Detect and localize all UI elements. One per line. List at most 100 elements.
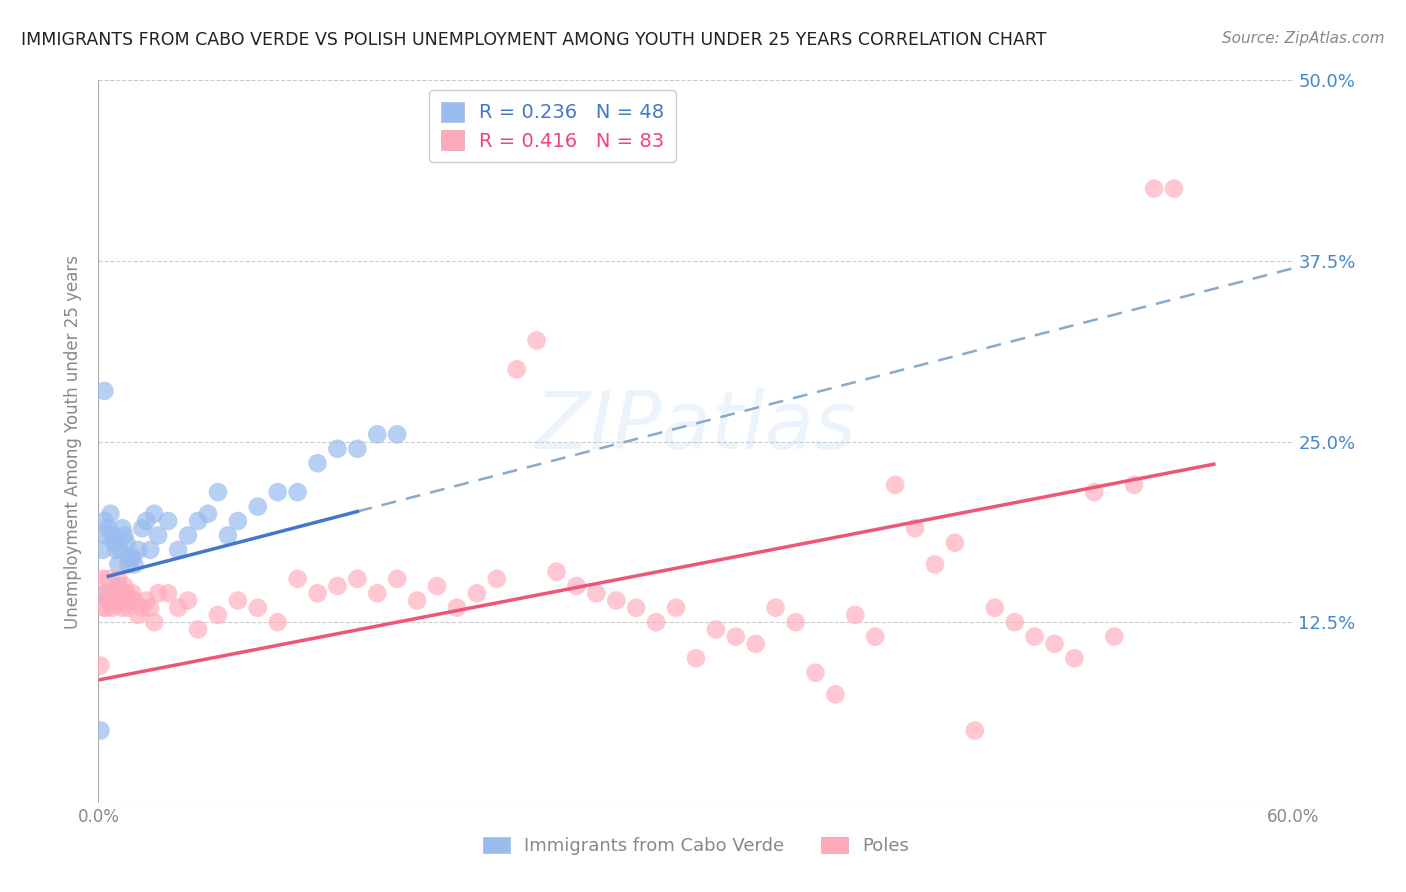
Point <box>385 572 409 586</box>
Point <box>91 572 114 586</box>
Point <box>101 528 124 542</box>
Point <box>101 586 124 600</box>
Point <box>148 528 170 542</box>
Point <box>187 623 209 637</box>
Point <box>167 542 190 557</box>
Point <box>143 507 166 521</box>
Point <box>226 593 249 607</box>
Point <box>91 542 114 557</box>
Point <box>267 485 290 500</box>
Text: Source: ZipAtlas.com: Source: ZipAtlas.com <box>1222 31 1385 46</box>
Point <box>93 384 115 398</box>
Point <box>984 600 1007 615</box>
Point <box>385 427 409 442</box>
Point <box>148 586 170 600</box>
Point <box>127 607 149 622</box>
Point <box>98 586 122 600</box>
Point <box>115 535 138 549</box>
Point <box>117 558 139 572</box>
Point <box>103 593 125 607</box>
Point <box>506 362 529 376</box>
Point <box>131 521 153 535</box>
Point <box>465 586 488 600</box>
Point <box>111 521 134 535</box>
Point <box>107 579 129 593</box>
Point <box>865 630 887 644</box>
Point <box>103 535 125 549</box>
Point <box>704 623 727 637</box>
Point <box>217 528 239 542</box>
Point <box>98 593 122 607</box>
Point <box>963 723 986 738</box>
Point <box>89 723 111 738</box>
Point <box>131 600 153 615</box>
Point <box>139 600 162 615</box>
Point <box>307 456 329 470</box>
Point <box>267 615 290 630</box>
Point <box>98 593 122 607</box>
Point <box>1163 182 1185 196</box>
Point <box>1004 615 1026 630</box>
Point <box>89 658 111 673</box>
Point <box>207 607 229 622</box>
Point <box>103 593 125 607</box>
Point <box>135 593 157 607</box>
Point <box>665 600 688 615</box>
Point <box>246 600 269 615</box>
Point <box>111 600 134 615</box>
Point <box>98 507 122 521</box>
Point <box>585 586 607 600</box>
Point <box>605 593 627 607</box>
Point <box>139 542 162 557</box>
Point <box>101 600 124 615</box>
Point <box>177 528 200 542</box>
Point <box>1143 182 1166 196</box>
Point <box>685 651 707 665</box>
Point <box>157 514 180 528</box>
Point <box>924 558 946 572</box>
Point <box>127 542 149 557</box>
Point <box>307 586 329 600</box>
Point <box>177 593 200 607</box>
Point <box>96 586 118 600</box>
Point <box>115 586 138 600</box>
Point <box>187 514 209 528</box>
Point <box>107 558 129 572</box>
Point <box>112 528 135 542</box>
Point <box>526 334 548 348</box>
Point <box>207 485 229 500</box>
Point <box>97 521 120 535</box>
Point <box>103 586 125 600</box>
Point <box>346 442 368 456</box>
Point <box>111 586 134 600</box>
Y-axis label: Unemployment Among Youth under 25 years: Unemployment Among Youth under 25 years <box>65 254 83 629</box>
Point <box>724 630 747 644</box>
Point <box>124 558 146 572</box>
Point <box>904 521 927 535</box>
Point <box>326 579 349 593</box>
Point <box>117 600 139 615</box>
Point <box>246 500 269 514</box>
Point <box>565 579 588 593</box>
Point <box>844 607 866 622</box>
Point <box>943 535 966 549</box>
Point <box>824 687 846 701</box>
Point <box>884 478 907 492</box>
Point <box>1104 630 1126 644</box>
Point <box>97 572 120 586</box>
Point <box>112 579 135 593</box>
Point <box>120 593 142 607</box>
Text: IMMIGRANTS FROM CABO VERDE VS POLISH UNEMPLOYMENT AMONG YOUTH UNDER 25 YEARS COR: IMMIGRANTS FROM CABO VERDE VS POLISH UNE… <box>21 31 1046 49</box>
Point <box>96 586 118 600</box>
Point <box>115 586 138 600</box>
Point <box>121 586 143 600</box>
Point <box>406 593 429 607</box>
Point <box>120 550 142 565</box>
Point <box>287 572 309 586</box>
Point <box>167 600 190 615</box>
Point <box>1043 637 1066 651</box>
Text: ZIPatlas: ZIPatlas <box>534 388 858 467</box>
Point <box>326 442 349 456</box>
Point <box>157 586 180 600</box>
Point <box>124 593 146 607</box>
